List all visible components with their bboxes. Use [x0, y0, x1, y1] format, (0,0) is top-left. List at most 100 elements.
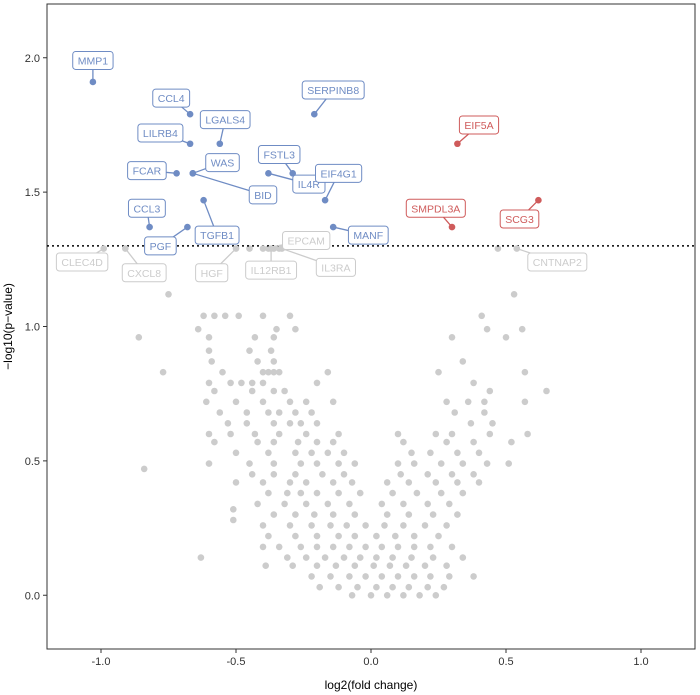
gene-label-box	[137, 123, 184, 143]
gene-label-text: CNTNAP2	[533, 257, 582, 269]
data-point	[421, 562, 429, 569]
data-point	[343, 522, 351, 529]
data-point	[243, 409, 251, 416]
data-point	[389, 489, 396, 497]
data-point	[373, 554, 380, 561]
data-point	[270, 511, 278, 518]
data-point	[302, 554, 310, 561]
data-point	[340, 554, 348, 561]
non-significant-points	[135, 245, 550, 599]
data-point	[470, 379, 477, 387]
data-point	[443, 438, 450, 446]
gene-label-box	[527, 252, 588, 272]
y-tick-label: 0.5	[25, 456, 40, 468]
data-point	[319, 471, 326, 478]
data-point	[389, 554, 396, 561]
data-point	[292, 471, 299, 478]
data-point	[427, 543, 434, 551]
data-point	[313, 489, 321, 497]
gene-label: TGFB1	[194, 225, 240, 245]
gene-label-box	[315, 257, 356, 277]
data-point	[273, 325, 280, 333]
data-point	[235, 312, 242, 320]
gene-label-box	[405, 198, 466, 218]
data-point	[362, 522, 369, 529]
data-point	[405, 511, 413, 518]
data-point	[284, 489, 291, 497]
data-point	[140, 465, 148, 473]
data-point	[254, 358, 261, 365]
data-point	[329, 398, 337, 406]
y-axis-title: −log10(p−value)	[1, 283, 15, 370]
data-point	[313, 543, 321, 551]
data-point	[518, 325, 526, 333]
data-point	[335, 532, 342, 540]
data-point	[459, 489, 467, 497]
gene-label-box	[144, 236, 177, 256]
data-point	[394, 543, 402, 551]
data-point	[265, 532, 272, 540]
gene-label-box	[152, 88, 191, 108]
data-point	[346, 573, 353, 580]
gene-label: HGF	[195, 263, 229, 283]
data-point	[259, 398, 267, 406]
data-point	[324, 449, 332, 457]
labeled-data-point	[186, 110, 194, 118]
data-point	[459, 358, 467, 365]
data-point	[383, 511, 391, 518]
data-point	[432, 592, 440, 599]
data-point	[197, 554, 205, 561]
data-point	[254, 438, 261, 446]
data-point	[259, 543, 267, 551]
data-point	[238, 379, 245, 387]
data-point	[454, 449, 461, 457]
gene-label: EPCAM	[282, 231, 331, 250]
gene-label: CXCL8	[121, 263, 167, 283]
data-point	[543, 387, 550, 395]
gene-label-text: LGALS4	[205, 115, 245, 127]
data-point	[270, 334, 278, 341]
data-point	[313, 460, 321, 467]
gene-label-text: MMP1	[78, 55, 108, 67]
gene-label-box	[195, 263, 229, 283]
data-point	[475, 479, 483, 486]
data-point	[354, 583, 361, 591]
labeled-data-point	[535, 196, 542, 204]
gene-label-box	[121, 263, 167, 283]
gene-label-text: PGF	[150, 241, 172, 253]
data-point	[259, 312, 267, 320]
data-point	[297, 460, 305, 467]
data-point	[400, 592, 407, 599]
data-point	[292, 409, 299, 416]
data-point	[470, 471, 477, 478]
labeled-data-point	[259, 245, 267, 252]
labeled-data-point	[122, 245, 129, 252]
data-point	[308, 573, 315, 580]
gene-label: MANF	[347, 225, 389, 245]
gene-label-box	[245, 260, 298, 280]
data-point	[502, 334, 510, 341]
data-point	[208, 358, 215, 365]
data-point	[316, 583, 324, 591]
data-point	[521, 398, 529, 406]
data-point	[483, 460, 491, 467]
labeled-data-point	[321, 196, 329, 204]
data-point	[205, 334, 213, 341]
x-axis: -1.0 -0.5 0.0 0.5 1.0	[92, 649, 649, 668]
data-point	[400, 522, 407, 529]
data-point	[346, 543, 353, 551]
gene-label-box	[347, 225, 389, 245]
gene-label-box	[72, 50, 114, 70]
data-point	[292, 532, 299, 540]
data-point	[205, 430, 213, 438]
data-point	[297, 420, 305, 427]
data-point	[286, 522, 294, 529]
data-point	[270, 438, 278, 446]
data-point	[394, 573, 402, 580]
gene-label-box	[499, 209, 540, 229]
data-point	[378, 500, 386, 508]
data-point	[205, 379, 213, 387]
data-point	[432, 479, 440, 486]
labeled-data-point	[173, 170, 180, 177]
